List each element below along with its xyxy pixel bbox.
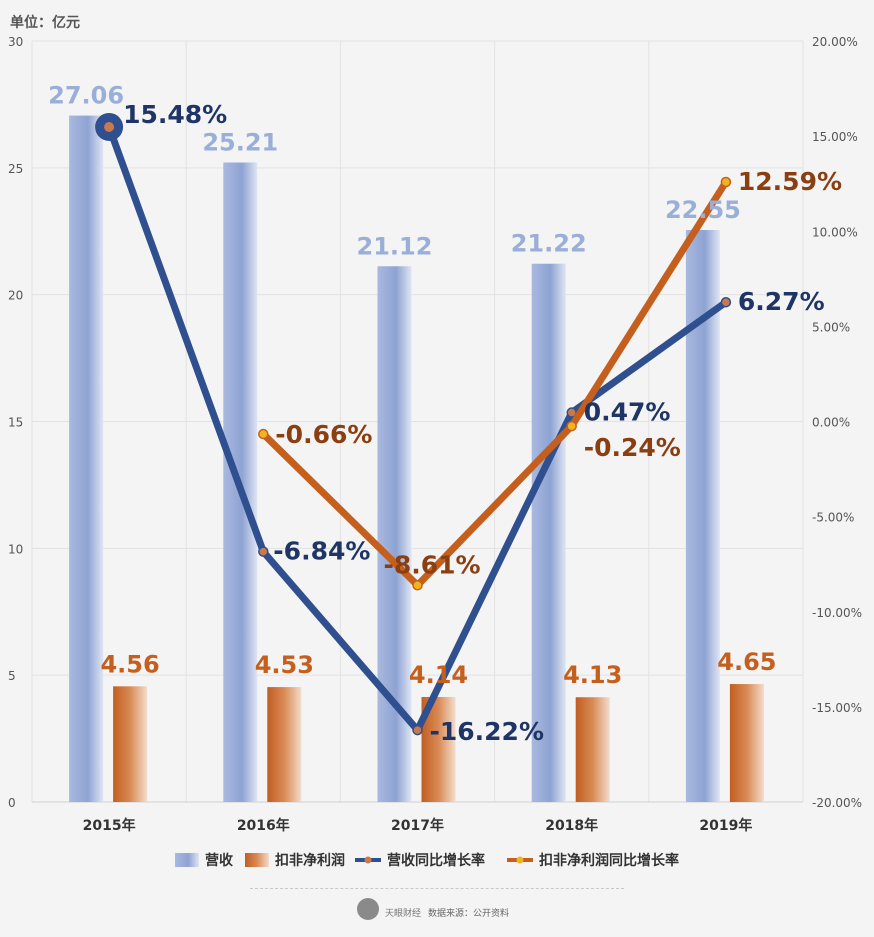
bar-label-profit: 4.14 xyxy=(409,661,468,689)
bar-label-revenue: 27.06 xyxy=(48,82,124,110)
data-labels: 27.06 25.21 21.12 21.22 22.55 4.56 4.53 4.14 4.1… xyxy=(48,82,842,747)
line-label-profit: -8.61% xyxy=(384,550,481,579)
axes: 0 5 10 15 20 25 30 20.00% 15.00% 10.00% 5.00% 0.00%… xyxy=(8,35,862,834)
y-right-tick-label: 5.00% xyxy=(812,320,850,334)
combo-chart: 0 5 10 15 20 25 30 20.00% 15.00% 10.00% 5.00% 0.00%… xyxy=(8,35,862,869)
legend-label: 扣非净利润 xyxy=(275,852,345,869)
bar-label-revenue: 22.55 xyxy=(665,196,741,224)
y-left-tick-label: 15 xyxy=(8,416,23,430)
footer-divider xyxy=(250,888,624,889)
y-left-tick-label: 25 xyxy=(8,162,23,176)
y-left-tick-label: 20 xyxy=(8,289,23,303)
y-right-tick-label: -15.00% xyxy=(812,701,862,715)
bar-label-profit: 4.13 xyxy=(563,661,622,689)
bar-label-revenue: 21.22 xyxy=(511,230,587,258)
bar-label-profit: 4.56 xyxy=(100,650,159,678)
legend-marker xyxy=(516,856,524,864)
y-right-tick-label: -20.00% xyxy=(812,796,862,810)
brand-logo-icon xyxy=(357,898,379,920)
line-label-revenue: -16.22% xyxy=(430,717,545,746)
lines xyxy=(95,112,732,736)
line-label-profit: 12.59% xyxy=(738,167,842,196)
line-label-revenue: 0.47% xyxy=(584,398,671,427)
legend-swatch xyxy=(175,853,199,867)
y-right-tick-label: 20.00% xyxy=(812,35,858,49)
y-right-tick-label: -5.00% xyxy=(812,511,854,525)
legend-label: 营收同比增长率 xyxy=(387,852,485,869)
line-label-profit: -0.66% xyxy=(275,420,372,449)
line-label-revenue: -6.84% xyxy=(273,537,370,566)
y-left-tick-label: 5 xyxy=(8,669,16,683)
x-tick-label: 2018年 xyxy=(545,817,598,834)
line-label-profit: -0.24% xyxy=(584,433,681,462)
legend-marker xyxy=(364,856,372,864)
legend-swatch xyxy=(245,853,269,867)
bar-label-profit: 4.53 xyxy=(255,651,314,679)
footer-brand: 天眼财经 xyxy=(385,909,422,919)
x-tick-label: 2017年 xyxy=(391,817,444,834)
y-left-tick-label: 10 xyxy=(8,542,23,556)
y-right-tick-label: 10.00% xyxy=(812,225,858,239)
bar-profit xyxy=(575,697,610,802)
gridlines xyxy=(31,40,804,803)
point-profit xyxy=(258,428,269,440)
point-profit xyxy=(412,580,423,591)
line-revenue xyxy=(105,123,730,734)
y-right-tick-label: 15.00% xyxy=(812,130,858,144)
line-label-revenue: 15.48% xyxy=(123,100,227,129)
bar-profit xyxy=(729,684,764,802)
legend: 营收 扣非净利润 营收同比增长率 扣非净利润同比增长率 xyxy=(175,852,679,869)
unit-label: 单位：亿元 xyxy=(10,15,80,31)
point-highlight-center xyxy=(104,121,115,132)
x-tick-label: 2015年 xyxy=(83,817,136,834)
bar-label-revenue: 25.21 xyxy=(202,129,278,157)
bar-revenue xyxy=(531,263,566,802)
x-tick-label: 2019年 xyxy=(699,817,752,834)
line-label-revenue: 6.27% xyxy=(738,287,825,316)
y-right-tick-label: -10.00% xyxy=(812,606,862,620)
point-revenue xyxy=(258,546,269,557)
x-tick-label: 2016年 xyxy=(237,817,290,834)
y-left-tick-label: 0 xyxy=(8,796,16,810)
point-profit xyxy=(566,420,577,432)
point-profit xyxy=(720,176,732,188)
point-revenue xyxy=(412,724,423,736)
bar-profit xyxy=(267,687,302,802)
bar-profit xyxy=(113,686,148,802)
legend-label: 扣非净利润同比增长率 xyxy=(539,852,679,869)
footer-source: 数据来源：公开资料 xyxy=(428,909,510,919)
y-left-tick-label: 30 xyxy=(8,35,23,49)
bar-revenue xyxy=(69,115,104,802)
legend-label: 营收 xyxy=(205,852,234,869)
bar-label-revenue: 21.12 xyxy=(357,232,433,260)
point-revenue xyxy=(720,296,732,308)
line-profit xyxy=(259,178,730,589)
bar-label-profit: 4.65 xyxy=(717,648,776,676)
y-right-tick-label: 0.00% xyxy=(812,416,850,430)
